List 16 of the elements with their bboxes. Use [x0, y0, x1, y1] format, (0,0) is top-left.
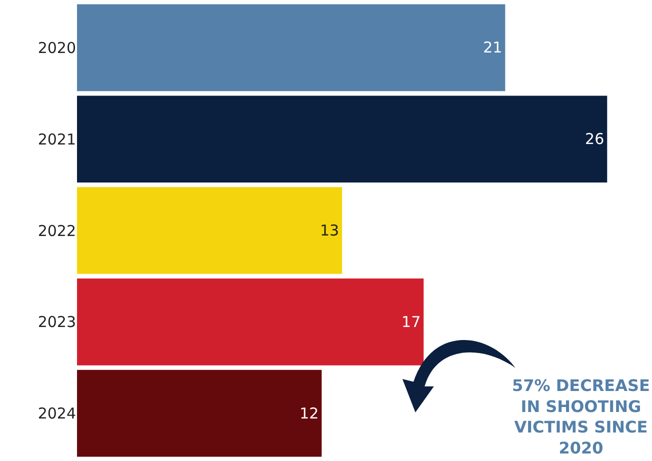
bar [77, 4, 506, 92]
data-label: 26 [585, 130, 604, 148]
y-tick-label: 2024 [38, 404, 76, 423]
annotation: 57% DECREASE IN SHOOTING VICTIMS SINCE 2020 [512, 376, 650, 458]
bar [77, 187, 342, 274]
data-label: 21 [483, 38, 502, 57]
y-tick-label: 2023 [38, 313, 76, 332]
bar [77, 370, 322, 457]
data-label: 17 [402, 312, 421, 331]
data-label: 12 [300, 404, 319, 422]
y-tick-label: 2020 [38, 38, 76, 57]
data-label: 13 [320, 221, 340, 240]
bar [77, 278, 424, 366]
bar [77, 96, 608, 183]
y-tick-label: 2021 [38, 130, 76, 148]
y-tick-label: 2022 [38, 222, 76, 240]
